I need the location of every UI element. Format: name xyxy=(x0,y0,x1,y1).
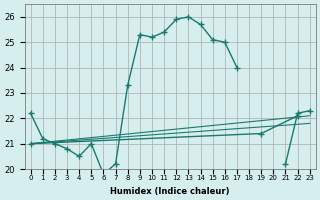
X-axis label: Humidex (Indice chaleur): Humidex (Indice chaleur) xyxy=(110,187,230,196)
